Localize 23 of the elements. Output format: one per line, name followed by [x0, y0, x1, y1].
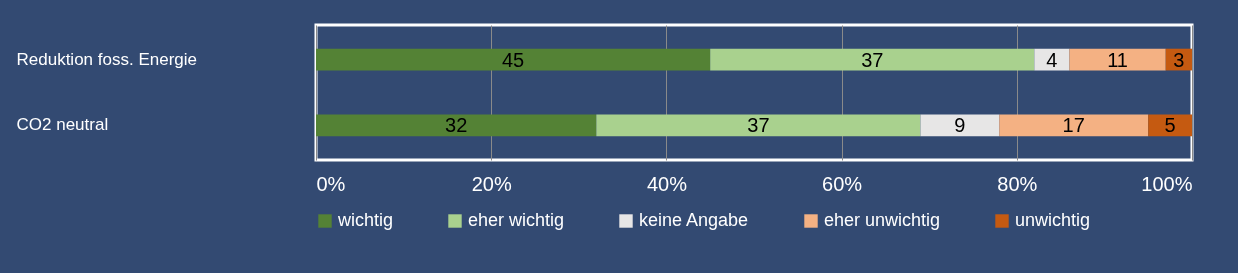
x-tick-label: 20%: [471, 172, 512, 195]
x-tick-label: 60%: [822, 172, 863, 195]
data-label: 45: [501, 48, 525, 71]
data-label: 11: [1107, 48, 1128, 71]
legend-label: eher wichtig: [468, 210, 565, 230]
x-tick-label: 40%: [646, 172, 688, 195]
data-label: 37: [747, 114, 770, 137]
y-tick-label: Reduktion foss. Energie: [16, 49, 197, 69]
y-tick-label: CO2 neutral: [16, 115, 109, 135]
legend-label: wichtig: [337, 210, 394, 230]
x-tick-label: 100%: [1141, 172, 1193, 195]
data-label: 37: [861, 48, 884, 71]
data-label: 3: [1173, 48, 1185, 71]
data-label: 9: [954, 114, 966, 137]
legend-label: eher unwichtig: [824, 210, 941, 230]
x-tick-label: 0%: [316, 172, 346, 195]
data-label: 5: [1164, 114, 1176, 137]
x-tick-label: 80%: [997, 172, 1038, 195]
data-label: 4: [1046, 48, 1058, 71]
legend-label: keine Angabe: [639, 210, 749, 230]
data-label: 17: [1062, 114, 1085, 137]
data-label: 32: [445, 114, 468, 137]
legend-label: unwichtig: [1015, 210, 1091, 230]
